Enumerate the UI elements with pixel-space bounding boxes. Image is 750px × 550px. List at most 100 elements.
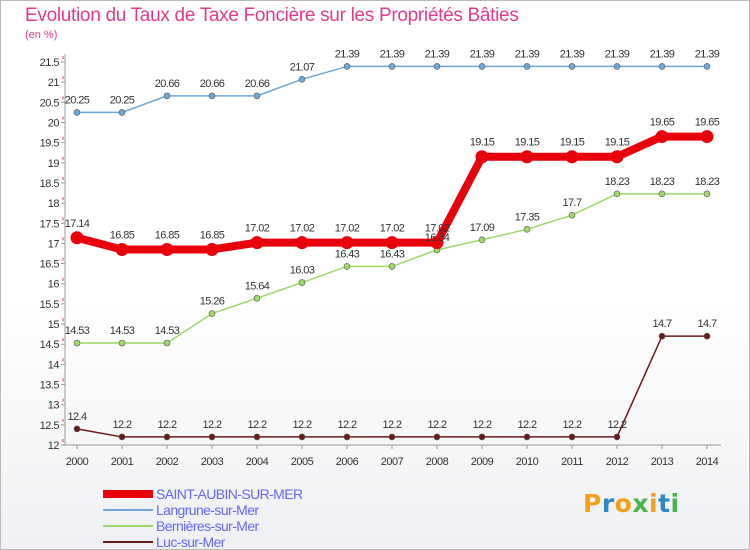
data-point-luc-sur-mer xyxy=(118,433,126,441)
x-tick-label: 2006 xyxy=(336,456,359,468)
data-label-luc-sur-mer: 12.2 xyxy=(562,419,581,431)
brand-letter: i xyxy=(670,489,680,518)
series-lines xyxy=(70,63,714,441)
x-tick-label: 2005 xyxy=(291,456,314,468)
data-label-saint-aubin-sur-mer: 17.02 xyxy=(380,223,405,235)
data-label-saint-aubin-sur-mer: 17.02 xyxy=(335,223,360,235)
chart-title: Evolution du Taux de Taxe Foncière sur l… xyxy=(25,5,519,26)
data-point-luc-sur-mer xyxy=(478,433,486,441)
data-label-berni-res-sur-mer: 16.84 xyxy=(425,232,450,244)
x-tick-label: 2004 xyxy=(246,456,269,468)
y-tick-label: 19.5 xyxy=(40,138,60,150)
data-label-luc-sur-mer: 12.2 xyxy=(337,419,356,431)
data-point-langrune-sur-mer xyxy=(343,63,351,70)
data-point-saint-aubin-sur-mer xyxy=(115,242,129,256)
data-label-berni-res-sur-mer: 14.53 xyxy=(155,325,180,337)
x-tick-label: 2003 xyxy=(201,456,224,468)
x-tick-label: 2007 xyxy=(381,456,404,468)
legend-swatch xyxy=(103,509,153,511)
data-point-langrune-sur-mer xyxy=(253,92,261,100)
data-label-berni-res-sur-mer: 15.64 xyxy=(245,280,270,292)
data-label-langrune-sur-mer: 21.39 xyxy=(650,48,675,60)
x-tick-label: 2002 xyxy=(156,456,179,468)
data-label-berni-res-sur-mer: 16.43 xyxy=(380,248,405,260)
y-tick-label: 15 xyxy=(48,319,60,331)
data-point-langrune-sur-mer xyxy=(433,63,441,70)
data-label-luc-sur-mer: 12.2 xyxy=(292,419,311,431)
data-point-berni-res-sur-mer xyxy=(253,294,261,302)
x-tick-label: 2008 xyxy=(426,456,449,468)
data-point-berni-res-sur-mer xyxy=(163,339,171,347)
data-point-berni-res-sur-mer xyxy=(568,211,576,219)
data-point-berni-res-sur-mer xyxy=(118,339,126,347)
data-point-langrune-sur-mer xyxy=(298,76,306,83)
data-label-saint-aubin-sur-mer: 19.15 xyxy=(470,137,495,149)
data-point-langrune-sur-mer xyxy=(703,63,711,70)
data-point-saint-aubin-sur-mer xyxy=(700,130,714,144)
data-label-langrune-sur-mer: 20.25 xyxy=(65,94,90,106)
legend-swatch xyxy=(103,541,153,543)
data-label-saint-aubin-sur-mer: 16.85 xyxy=(110,229,135,241)
data-label-langrune-sur-mer: 21.39 xyxy=(515,48,540,60)
data-point-saint-aubin-sur-mer xyxy=(160,242,174,256)
legend-swatch xyxy=(103,490,153,498)
data-label-saint-aubin-sur-mer: 19.15 xyxy=(560,137,585,149)
brand-letter: t xyxy=(658,489,671,518)
data-point-berni-res-sur-mer xyxy=(478,236,486,244)
data-label-saint-aubin-sur-mer: 17.02 xyxy=(425,223,450,235)
data-label-luc-sur-mer: 14.7 xyxy=(652,318,671,330)
legend-swatch xyxy=(103,525,153,527)
data-point-luc-sur-mer xyxy=(388,433,396,441)
y-tick-label: 16.5 xyxy=(40,259,60,271)
data-label-luc-sur-mer: 12.2 xyxy=(112,419,131,431)
legend-label: Langrune-sur-Mer xyxy=(156,502,259,518)
data-label-langrune-sur-mer: 21.39 xyxy=(380,48,405,60)
data-label-langrune-sur-mer: 21.39 xyxy=(605,48,630,60)
data-point-berni-res-sur-mer xyxy=(208,310,216,317)
data-point-saint-aubin-sur-mer xyxy=(340,236,354,250)
y-tick-label: 17.5 xyxy=(40,218,60,230)
data-point-langrune-sur-mer xyxy=(388,63,396,70)
data-label-berni-res-sur-mer: 14.53 xyxy=(110,325,135,337)
x-tick-label: 2013 xyxy=(651,456,674,468)
data-point-langrune-sur-mer xyxy=(163,92,171,100)
data-point-luc-sur-mer xyxy=(568,433,576,441)
brand-logo: Proxiti xyxy=(583,489,680,518)
data-label-berni-res-sur-mer: 14.53 xyxy=(65,325,90,337)
y-tick-label: 21.5 xyxy=(40,57,60,69)
data-label-saint-aubin-sur-mer: 19.65 xyxy=(695,117,720,129)
data-point-luc-sur-mer xyxy=(298,433,306,441)
x-tick-label: 2001 xyxy=(111,456,134,468)
y-tick-label: 17 xyxy=(48,238,60,250)
data-point-saint-aubin-sur-mer xyxy=(520,150,534,164)
x-tick-label: 2009 xyxy=(471,456,494,468)
data-label-langrune-sur-mer: 21.39 xyxy=(335,48,360,60)
data-point-saint-aubin-sur-mer xyxy=(475,150,489,164)
y-tick-label: 18.5 xyxy=(40,178,60,190)
x-tick-label: 2011 xyxy=(561,456,583,468)
x-tick-label: 2000 xyxy=(66,456,89,468)
data-point-langrune-sur-mer xyxy=(208,92,216,100)
data-point-berni-res-sur-mer xyxy=(73,339,81,347)
data-label-berni-res-sur-mer: 15.26 xyxy=(200,296,225,308)
data-label-langrune-sur-mer: 21.07 xyxy=(290,61,315,73)
data-labels: 12.4 12.2 12.2 12.2 12.2 12.2 12.2 12.2 12.2 12.2… xyxy=(65,48,721,431)
data-label-langrune-sur-mer: 20.25 xyxy=(110,94,135,106)
data-label-langrune-sur-mer: 20.66 xyxy=(155,78,180,90)
data-label-berni-res-sur-mer: 16.03 xyxy=(290,265,315,277)
data-point-luc-sur-mer xyxy=(163,433,171,441)
y-tick-label: 14.5 xyxy=(40,339,60,351)
brand-letter: i xyxy=(649,489,659,518)
data-point-saint-aubin-sur-mer xyxy=(655,130,669,144)
data-point-luc-sur-mer xyxy=(523,433,531,441)
data-point-luc-sur-mer xyxy=(253,433,261,441)
y-tick-label: 13 xyxy=(48,400,60,412)
data-point-saint-aubin-sur-mer xyxy=(610,150,624,164)
data-label-berni-res-sur-mer: 17.09 xyxy=(470,222,495,234)
data-point-berni-res-sur-mer xyxy=(523,226,531,233)
y-tick-label: 13.5 xyxy=(40,380,60,392)
data-label-saint-aubin-sur-mer: 19.15 xyxy=(605,137,630,149)
x-tick-label: 2010 xyxy=(516,456,539,468)
